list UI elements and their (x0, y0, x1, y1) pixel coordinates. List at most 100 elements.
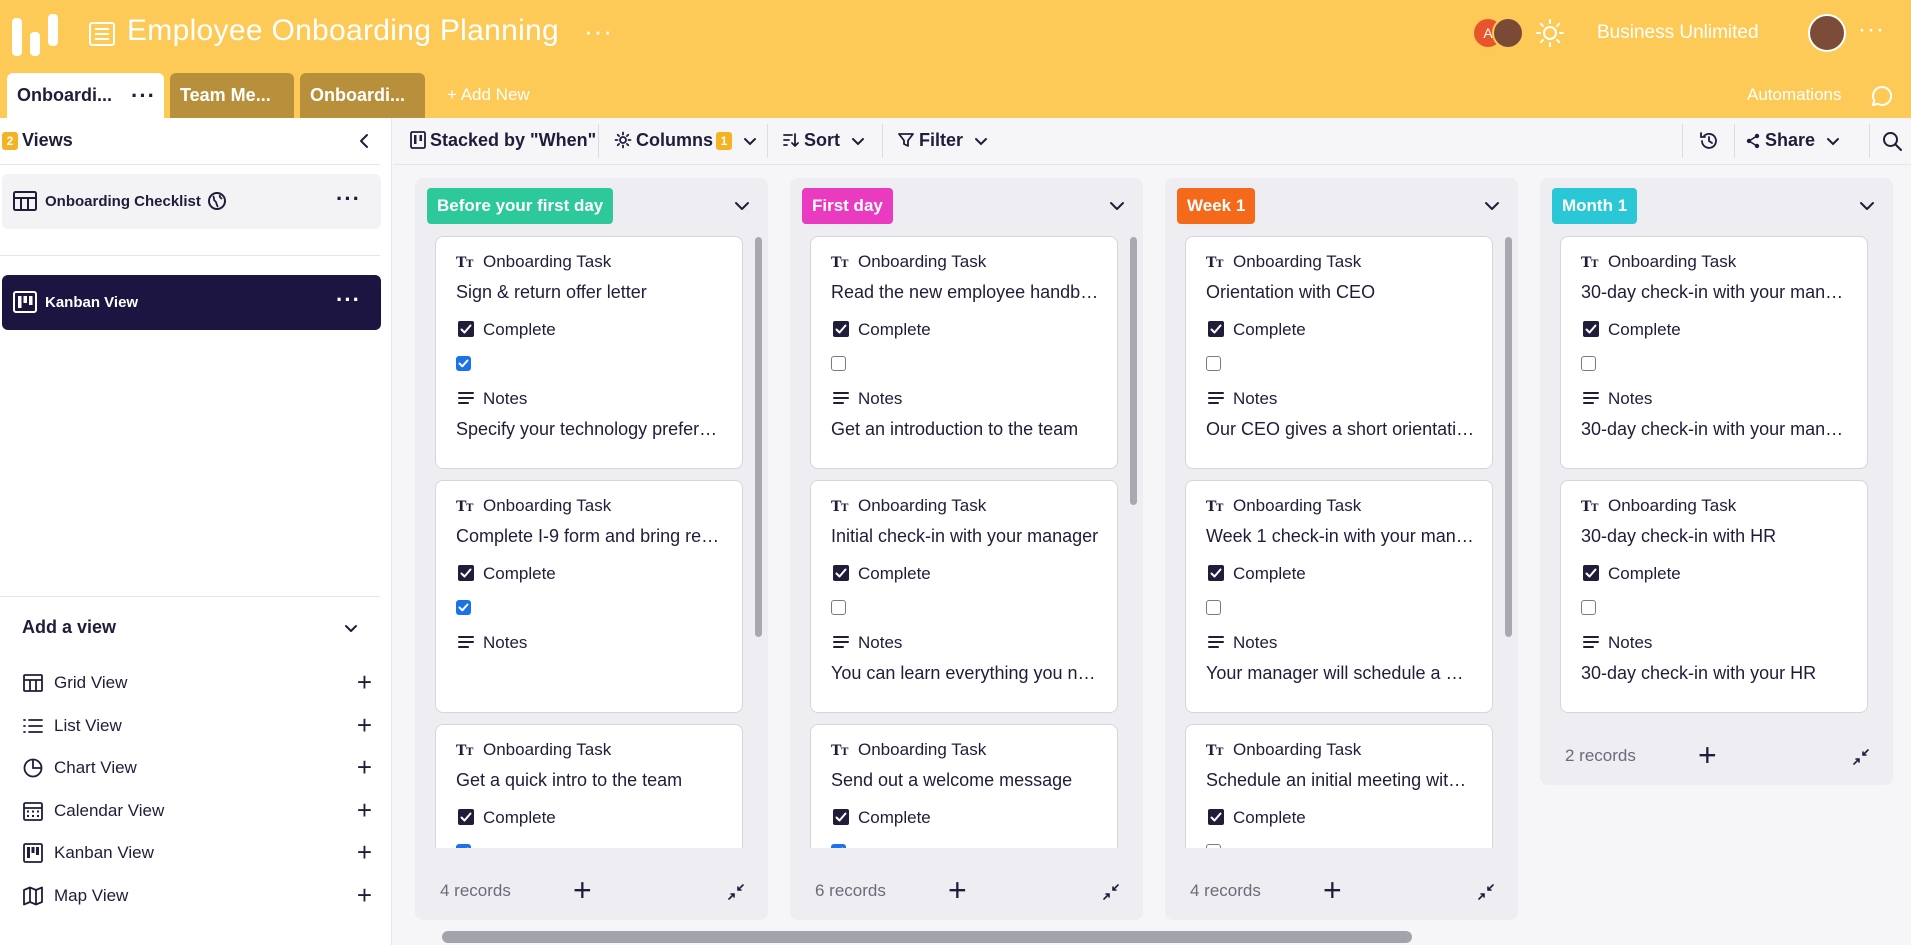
add-record-button[interactable]: + (948, 872, 967, 908)
collapse-icon[interactable] (1851, 747, 1871, 767)
collapse-icon[interactable] (1476, 882, 1496, 902)
share-button[interactable]: Share (1745, 130, 1844, 151)
avatar (1492, 17, 1524, 49)
sort-button[interactable]: Sort (782, 130, 869, 151)
add-list-view-button[interactable]: List View + (22, 711, 372, 741)
checkbox-field-icon (1581, 563, 1601, 583)
add-record-button[interactable]: + (1698, 737, 1717, 773)
stacked-by-button[interactable]: Stacked by "When" (410, 130, 596, 151)
kanban-card[interactable]: T T Onboarding Task Complete I-9 form and b… (435, 480, 743, 713)
collapse-icon[interactable] (1101, 882, 1121, 902)
automations-button[interactable]: Automations (1747, 85, 1842, 104)
add-view-heading[interactable]: Add a view (22, 617, 117, 637)
pie-chart-icon (23, 758, 43, 778)
kanban-card[interactable]: T T Onboarding Task Initial check-in with y… (810, 480, 1118, 713)
chevron-down-icon[interactable] (342, 619, 360, 637)
kanban-card[interactable]: T T Onboarding Task Sign & return offer let… (435, 236, 743, 469)
add-map-view-button[interactable]: Map View + (22, 881, 372, 911)
kanban-card[interactable]: T T Onboarding Task Read the new employee h… (810, 236, 1118, 469)
more-options-icon[interactable]: ··· (1858, 16, 1885, 43)
more-options-icon[interactable]: ··· (131, 83, 156, 108)
history-icon[interactable] (1698, 130, 1720, 152)
chat-icon[interactable] (1870, 84, 1894, 108)
columns-button[interactable]: Columns 1 (614, 130, 761, 151)
card-task: Initial check-in with your manager (831, 526, 1099, 546)
more-options-icon[interactable]: ··· (336, 186, 361, 211)
user-avatar[interactable] (1808, 14, 1846, 52)
plus-icon[interactable]: + (356, 710, 372, 740)
sidebar-item-kanban-view[interactable]: Kanban View ··· (2, 275, 381, 330)
kanban-card[interactable]: T T Onboarding Task Get a quick intro to th… (435, 724, 743, 848)
add-record-button[interactable]: + (573, 872, 592, 908)
plus-icon[interactable]: + (356, 795, 372, 825)
tab-onboarding[interactable]: Onboardi... (300, 73, 425, 118)
horizontal-scrollbar[interactable] (442, 931, 1412, 943)
complete-checkbox[interactable] (1206, 356, 1221, 371)
complete-checkbox[interactable] (456, 356, 471, 371)
kanban-card[interactable]: T T Onboarding Task 30-day check-in with HR… (1560, 480, 1868, 713)
kanban-card[interactable]: T T Onboarding Task Week 1 check-in with yo… (1185, 480, 1493, 713)
complete-checkbox[interactable] (1206, 844, 1221, 848)
page-title[interactable]: Employee Onboarding Planning (127, 14, 560, 47)
records-count: 2 records (1565, 746, 1636, 765)
complete-checkbox[interactable] (456, 844, 471, 848)
kanban-card[interactable]: T T Onboarding Task Orientation with CEO Com… (1185, 236, 1493, 469)
more-options-icon[interactable]: ··· (336, 287, 361, 312)
kanban-card[interactable]: T T Onboarding Task 30-day check-in with yo… (1560, 236, 1868, 469)
complete-checkbox[interactable] (456, 600, 471, 615)
svg-text:T: T (456, 255, 467, 271)
complete-checkbox[interactable] (831, 356, 846, 371)
complete-checkbox[interactable] (1206, 600, 1221, 615)
add-view-label: Map View (54, 886, 129, 905)
add-kanban-view-button[interactable]: Kanban View + (22, 838, 372, 868)
column-header-label[interactable]: Month 1 (1552, 188, 1638, 224)
app-logo-icon[interactable] (12, 10, 60, 58)
svg-text:T: T (1216, 503, 1224, 514)
column-header-label[interactable]: Week 1 (1177, 188, 1256, 224)
column-scrollbar[interactable] (1130, 237, 1137, 505)
complete-checkbox[interactable] (831, 844, 846, 848)
add-new-tab-button[interactable]: + Add New (447, 85, 530, 104)
kanban-column: Before your first day T T Onboarding Task Si… (415, 178, 768, 920)
tab-onboarding-checklist[interactable]: Onboardi... ··· (7, 73, 164, 118)
complete-checkbox[interactable] (831, 600, 846, 615)
collaborator-avatars[interactable]: A (1472, 17, 1528, 51)
card-notes: Your manager will schedule a meeting (1206, 663, 1476, 683)
column-scrollbar[interactable] (755, 237, 762, 637)
chevron-down-icon[interactable] (732, 196, 752, 216)
kanban-card[interactable]: T T Onboarding Task Send out a welcome mess… (810, 724, 1118, 848)
collapse-icon[interactable] (726, 882, 746, 902)
workspace-name[interactable]: Business Unlimited (1597, 22, 1759, 43)
column-footer: 6 records + (790, 864, 1143, 920)
tab-team-members[interactable]: Team Me... (170, 73, 294, 118)
plus-icon[interactable]: + (356, 837, 372, 867)
plus-icon[interactable]: + (356, 752, 372, 782)
chevron-down-icon[interactable] (1482, 196, 1502, 216)
complete-checkbox[interactable] (1581, 356, 1596, 371)
sun-icon[interactable] (1535, 18, 1565, 48)
column-scrollbar[interactable] (1505, 237, 1512, 637)
column-header-label[interactable]: Before your first day (427, 188, 614, 224)
sort-icon (783, 133, 799, 147)
checkbox-field-icon (1206, 807, 1226, 827)
complete-checkbox[interactable] (1581, 600, 1596, 615)
add-chart-view-button[interactable]: Chart View + (22, 753, 372, 783)
plus-icon[interactable]: + (356, 667, 372, 697)
add-grid-view-button[interactable]: Grid View + (22, 668, 372, 698)
plus-icon[interactable]: + (356, 880, 372, 910)
divider (0, 164, 380, 165)
search-icon[interactable] (1881, 130, 1903, 152)
filter-button[interactable]: Filter (897, 130, 992, 151)
card-notes: Specify your technology preferences (456, 419, 726, 439)
more-options-icon[interactable]: ··· (584, 16, 613, 46)
kanban-card[interactable]: T T Onboarding Task Schedule an initial mee… (1185, 724, 1493, 848)
chevron-left-icon[interactable] (356, 132, 374, 150)
column-header-label[interactable]: First day (802, 188, 893, 224)
chevron-down-icon[interactable] (1857, 196, 1877, 216)
chevron-down-icon[interactable] (1107, 196, 1127, 216)
add-calendar-view-button[interactable]: Calendar View + (22, 796, 372, 826)
add-record-button[interactable]: + (1323, 872, 1342, 908)
sidebar-item-onboarding-checklist[interactable]: Onboarding Checklist ··· (2, 174, 381, 229)
